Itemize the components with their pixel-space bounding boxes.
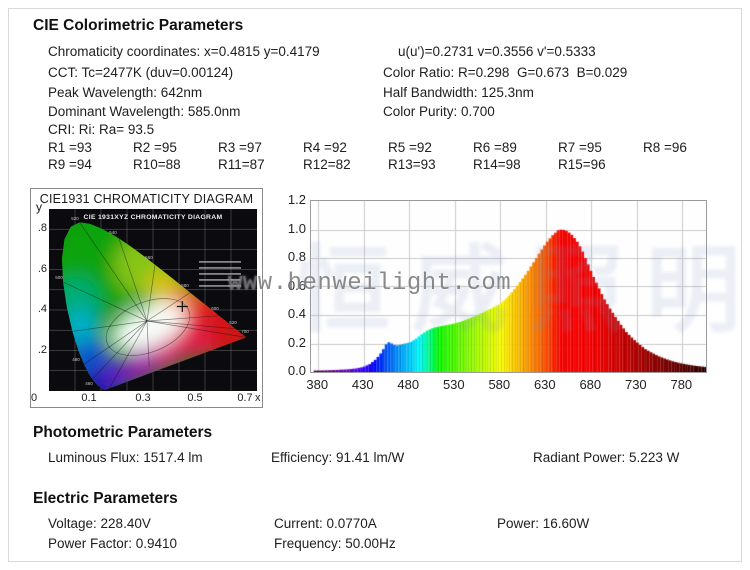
cie-x-tick: 0.1 xyxy=(81,392,97,404)
cri-values-row-1: R1 =93 R2 =95 R3 =97 R4 =92 R5 =92 R6 =89 R7 =… xyxy=(48,140,728,155)
spd-y-tick: 0.4 xyxy=(287,306,306,321)
cie-x-tick: 0.3 xyxy=(135,392,151,404)
cie-y-axis-label: y xyxy=(36,200,42,214)
photometric-section-title: Photometric Parameters xyxy=(33,424,213,441)
spd-x-tick: 630 xyxy=(533,377,556,392)
cie-origin-tick: 0 xyxy=(31,392,38,404)
spd-x-tick: 380 xyxy=(306,377,329,392)
spd-x-tick: 680 xyxy=(579,377,602,392)
power-factor: Power Factor: 0.9410 xyxy=(48,536,178,551)
peak-wavelength: Peak Wavelength: 642nm xyxy=(48,85,203,100)
cie-diagram-title: CIE1931 CHROMATICITY DIAGRAM xyxy=(39,192,254,206)
cie-x-tick: 0.7 xyxy=(237,392,253,404)
cct-value: CCT: Tc=2477K (duv=0.00124) xyxy=(48,65,234,80)
svg-text:700: 700 xyxy=(241,329,249,334)
cie-y-tick: .4 xyxy=(37,303,47,316)
svg-text:600: 600 xyxy=(211,306,219,311)
color-purity: Color Purity: 0.700 xyxy=(383,104,495,119)
half-bandwidth: Half Bandwidth: 125.3nm xyxy=(383,85,534,100)
cie-y-tick: .6 xyxy=(37,262,47,275)
cri-value: R14=98 xyxy=(473,157,521,172)
website-watermark: www.henweilight.com xyxy=(228,270,512,297)
dominant-wavelength: Dominant Wavelength: 585.0nm xyxy=(48,104,241,119)
spd-x-tick: 780 xyxy=(670,377,693,392)
spd-x-tick: 480 xyxy=(397,377,420,392)
cri-value: R9 =94 xyxy=(48,157,92,172)
svg-text:480: 480 xyxy=(72,357,80,362)
chromaticity-coordinates-xy: Chromaticity coordinates: x=0.4815 y=0.4… xyxy=(48,44,320,59)
power: Power: 16.60W xyxy=(497,516,590,531)
svg-text:520: 520 xyxy=(71,216,79,221)
spd-y-tick: 1.2 xyxy=(287,192,306,207)
spd-y-tick: 1.0 xyxy=(287,220,306,236)
voltage: Voltage: 228.40V xyxy=(48,516,151,531)
cie-x-axis-label: x xyxy=(255,392,261,404)
cri-value: R2 =95 xyxy=(133,140,177,155)
frequency: Frequency: 50.00Hz xyxy=(274,536,396,551)
cri-value: R12=82 xyxy=(303,157,351,172)
current: Current: 0.0770A xyxy=(274,516,377,531)
spd-x-tick: 580 xyxy=(488,377,511,392)
svg-text:460: 460 xyxy=(85,381,93,386)
svg-text:560: 560 xyxy=(145,255,153,260)
cie-x-tick: 0.5 xyxy=(187,392,203,404)
cri-value: R5 =92 xyxy=(388,140,432,155)
cri-value: R4 =92 xyxy=(303,140,347,155)
spd-plot-area xyxy=(310,200,707,373)
spd-y-tick: 0.0 xyxy=(287,363,306,378)
colorimetric-section-title: CIE Colorimetric Parameters xyxy=(33,17,244,34)
cri-ra-value: CRI: Ri: Ra= 93.5 xyxy=(48,122,155,137)
chromaticity-coordinates-uv: u(u')=0.2731 v=0.3556 v'=0.5333 xyxy=(398,44,596,59)
radiant-power: Radiant Power: 5.223 W xyxy=(533,450,680,465)
cri-value: R11=87 xyxy=(218,157,265,172)
cri-value: R6 =89 xyxy=(473,140,517,155)
svg-text:580: 580 xyxy=(181,283,189,288)
faint-background-watermark: 恒威照明 xyxy=(295,238,750,344)
cri-value: R15=96 xyxy=(558,157,606,172)
spd-y-tick: 0.6 xyxy=(287,277,306,293)
spd-y-tick: 0.2 xyxy=(287,334,306,350)
color-ratio: Color Ratio: R=0.298 G=0.673 B=0.029 xyxy=(383,65,628,80)
spd-x-tick: 530 xyxy=(442,377,465,392)
cie-plot-area: CIE 1931XYZ CHROMATICITY DIAGRAM 460 480 5… xyxy=(49,209,257,391)
cri-value: R13=93 xyxy=(388,157,436,172)
cri-value: R3 =97 xyxy=(218,140,262,155)
efficiency: Efficiency: 91.41 lm/W xyxy=(271,450,405,465)
cri-values-row-2: R9 =94 R10=88 R11=87 R12=82 R13=93 R14=98 R15=… xyxy=(48,157,643,172)
cri-value: R7 =95 xyxy=(558,140,602,155)
spd-x-tick: 730 xyxy=(624,377,647,392)
cie-diagram-panel: CIE1931 CHROMATICITY DIAGRAM y xyxy=(30,188,263,408)
cie-y-tick: .2 xyxy=(37,343,47,356)
spd-spectrum-canvas xyxy=(311,201,706,372)
svg-text:540: 540 xyxy=(109,230,117,235)
cri-value: R8 =96 xyxy=(643,140,687,155)
cie-horseshoe-chart: CIE 1931XYZ CHROMATICITY DIAGRAM 460 480 5… xyxy=(49,209,257,391)
svg-text:CIE 1931XYZ CHROMATICITY DIAGR: CIE 1931XYZ CHROMATICITY DIAGRAM xyxy=(84,214,223,221)
cri-value: R10=88 xyxy=(133,157,181,172)
electric-section-title: Electric Parameters xyxy=(33,490,178,507)
luminous-flux: Luminous Flux: 1517.4 lm xyxy=(48,450,203,465)
svg-text:500: 500 xyxy=(55,275,63,280)
spd-y-tick: 0.8 xyxy=(287,249,306,264)
cie-y-tick: .8 xyxy=(37,222,47,235)
cri-value: R1 =93 xyxy=(48,140,92,155)
svg-text:620: 620 xyxy=(229,320,237,325)
spd-chart: 0.0 0.2 0.4 0.6 0.8 1.0 1.2 380 430 480 530 580 630 6… xyxy=(276,193,738,398)
spd-x-tick: 430 xyxy=(351,377,374,392)
